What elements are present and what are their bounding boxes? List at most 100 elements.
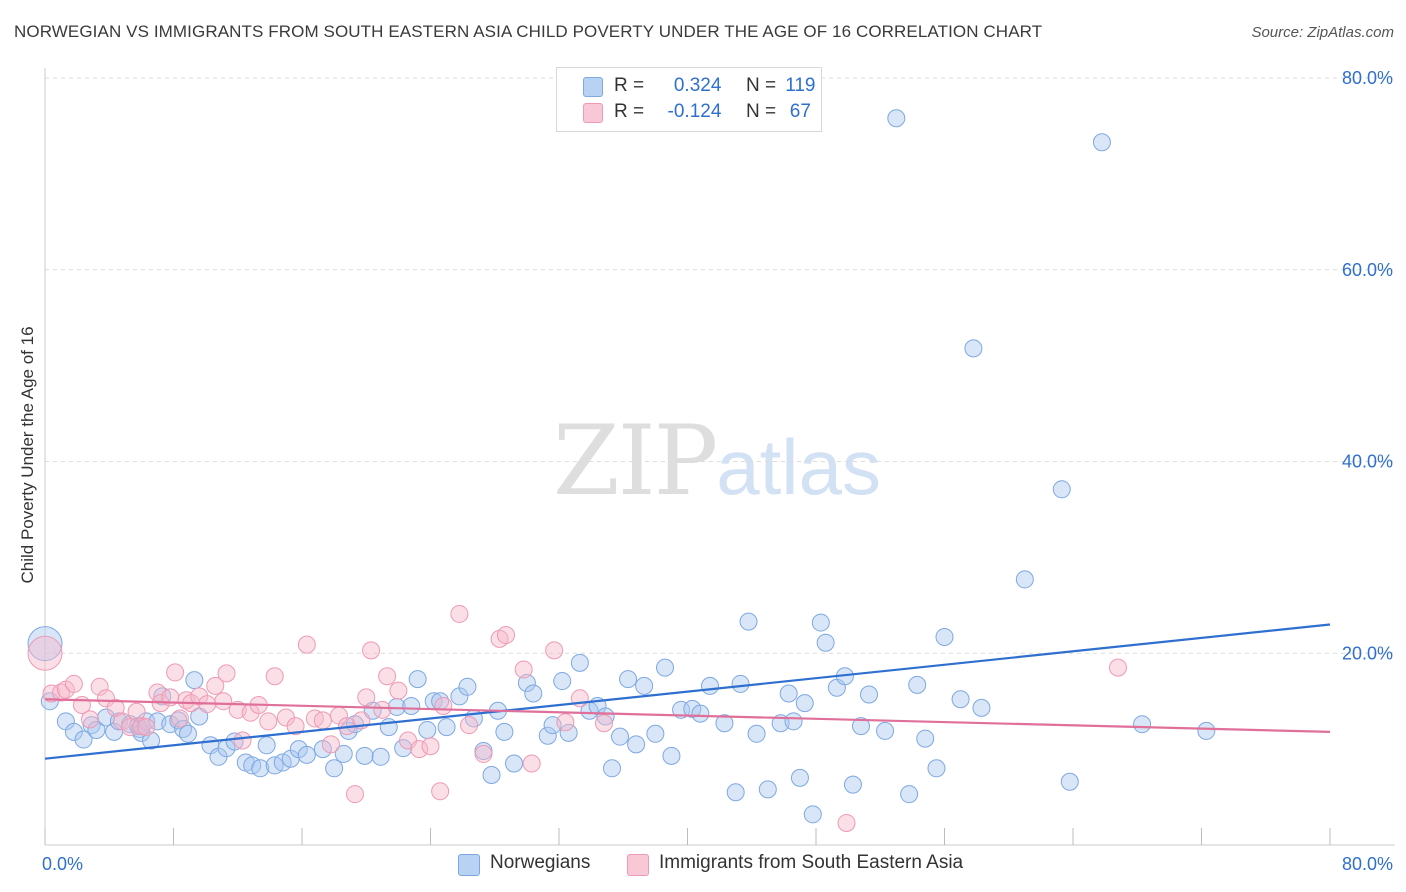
- norwegians-point: [257, 736, 276, 755]
- legend-n-label: N =: [745, 101, 777, 122]
- immigrants-point: [450, 604, 469, 623]
- norwegians-point: [935, 627, 954, 646]
- norwegians-point: [517, 673, 536, 692]
- tick-labels: 20.0% 40.0% 60.0% 80.0% 0.0% 80.0%: [42, 68, 1393, 874]
- immigrants-point: [837, 813, 856, 832]
- norwegians-point: [418, 720, 437, 739]
- immigrants-point: [42, 684, 61, 703]
- legend-swatch-immigrants: [583, 103, 603, 123]
- norwegians-point: [1133, 715, 1152, 734]
- norwegians-point: [1052, 480, 1071, 499]
- norwegians-point: [437, 718, 456, 737]
- immigrants-point: [313, 711, 332, 730]
- norwegians-point: [627, 735, 646, 754]
- norwegians-points: [27, 109, 1216, 824]
- immigrants-point: [410, 740, 429, 759]
- immigrants-point: [421, 737, 440, 756]
- immigrants-point: [514, 660, 533, 679]
- norwegians-point: [334, 744, 353, 763]
- immigrants-point: [357, 688, 376, 707]
- immigrants-point: [206, 676, 225, 695]
- y-tick-label: 20.0%: [1342, 643, 1393, 663]
- norwegians-point: [559, 723, 578, 742]
- norwegians-point: [715, 714, 734, 733]
- y-tick-label: 40.0%: [1342, 452, 1393, 472]
- norwegians-point: [132, 723, 151, 742]
- bottom-legend-label-norwegians: Norwegians: [490, 852, 591, 873]
- norwegians-trend-line: [44, 623, 1331, 760]
- norwegians-point: [646, 724, 665, 743]
- immigrants-point: [545, 641, 564, 660]
- immigrants-point: [594, 714, 613, 733]
- norwegians-point: [603, 759, 622, 778]
- norwegians-point: [908, 675, 927, 694]
- immigrants-point: [434, 696, 453, 715]
- norwegians-point: [553, 672, 572, 691]
- immigrants-point: [90, 677, 109, 696]
- norwegians-point: [843, 775, 862, 794]
- legend-n-value-norwegians: 119: [785, 75, 816, 96]
- source-label: Source: ZipAtlas.com: [1251, 24, 1394, 41]
- immigrants-point: [286, 717, 305, 736]
- norwegians-point: [1015, 570, 1034, 589]
- norwegians-point: [887, 109, 906, 128]
- immigrants-point: [80, 710, 99, 729]
- legend-n-label: N =: [745, 75, 777, 96]
- immigrants-point: [27, 635, 63, 671]
- immigrants-point: [166, 663, 185, 682]
- norwegians-point: [402, 696, 421, 715]
- legend-r-label: R =: [614, 101, 645, 122]
- norwegians-point: [790, 768, 809, 787]
- norwegians-point: [811, 613, 830, 632]
- bottom-legend-swatch-norwegians: [458, 854, 480, 876]
- norwegians-point: [1060, 772, 1079, 791]
- immigrants-point: [373, 700, 392, 719]
- legend-text-norwegians: R = 0.324 N = 119: [614, 75, 819, 97]
- norwegians-point: [972, 698, 991, 717]
- immigrants-point: [321, 735, 340, 754]
- norwegians-point: [325, 759, 344, 778]
- norwegians-point: [700, 676, 719, 695]
- norwegians-point: [178, 724, 197, 743]
- norwegians-point: [74, 730, 93, 749]
- grid-lines: [45, 77, 1395, 654]
- norwegians-point: [1092, 133, 1111, 152]
- trend-lines: [44, 623, 1331, 760]
- norwegians-point: [916, 729, 935, 748]
- immigrants-point: [97, 689, 116, 708]
- watermark-zip: ZIP: [553, 405, 718, 517]
- norwegians-point: [570, 653, 589, 672]
- immigrants-point: [170, 709, 189, 728]
- immigrants-point: [1108, 658, 1127, 677]
- norwegians-point: [87, 720, 106, 739]
- x-tick-label-min: 0.0%: [42, 854, 83, 874]
- immigrants-trend-line: [44, 698, 1331, 733]
- norwegians-point: [876, 721, 895, 740]
- immigrants-point: [474, 744, 493, 763]
- immigrants-point: [127, 702, 146, 721]
- norwegians-point: [619, 670, 638, 689]
- immigrants-point: [297, 635, 316, 654]
- immigrants-point: [522, 754, 541, 773]
- norwegians-point: [851, 717, 870, 736]
- norwegians-point: [495, 722, 514, 741]
- bottom-legend-swatch-immigrants: [627, 854, 649, 876]
- axes: [44, 68, 1395, 846]
- norwegians-point: [747, 724, 766, 743]
- immigrants-point: [431, 782, 450, 801]
- norwegians-point: [297, 745, 316, 764]
- immigrants-point: [496, 626, 515, 645]
- norwegians-point: [758, 780, 777, 799]
- norwegians-point: [505, 754, 524, 773]
- norwegians-point: [1197, 721, 1216, 740]
- immigrants-point: [52, 683, 71, 702]
- norwegians-point: [142, 731, 161, 750]
- x-tick-label-max: 80.0%: [1342, 854, 1393, 874]
- watermark-atlas: atlas: [716, 423, 881, 511]
- correlation-legend: R = 0.324 N = 119 R = -0.124 N = 67: [556, 67, 822, 132]
- watermark: ZIPatlas: [553, 405, 881, 517]
- norwegians-point: [635, 676, 654, 695]
- norwegians-point: [596, 707, 615, 726]
- norwegians-point: [691, 704, 710, 723]
